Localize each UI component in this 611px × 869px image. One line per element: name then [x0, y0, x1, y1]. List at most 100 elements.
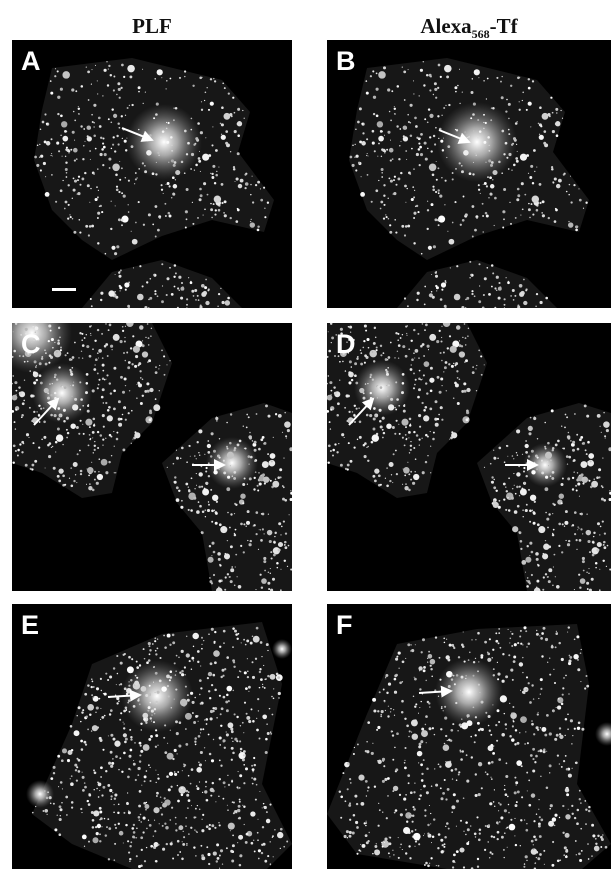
vesicle-dot — [389, 479, 392, 483]
vesicle-dot — [227, 783, 231, 787]
vesicle-dot — [520, 765, 523, 768]
vesicle-dot — [117, 400, 121, 404]
vesicle-dot — [602, 543, 605, 546]
vesicle-dot — [541, 112, 549, 120]
vesicle-dot — [401, 382, 405, 385]
vesicle-dot — [369, 376, 372, 379]
vesicle-dot — [74, 341, 76, 344]
vesicle-dot — [119, 290, 121, 292]
vesicle-dot — [87, 234, 90, 237]
vesicle-dot — [94, 64, 97, 66]
vesicle-dot — [387, 705, 389, 707]
vesicle-dot — [455, 129, 459, 132]
vesicle-dot — [487, 136, 490, 139]
vesicle-dot — [244, 643, 247, 646]
vesicle-dot — [269, 479, 272, 482]
vesicle-dot — [142, 744, 150, 751]
vesicle-dot — [205, 137, 207, 139]
vesicle-dot — [176, 456, 179, 460]
vesicle-dot — [223, 112, 231, 120]
vesicle-dot — [564, 847, 567, 850]
vesicle-dot — [374, 479, 377, 483]
vesicle-dot — [446, 156, 448, 159]
vesicle-dot — [121, 137, 123, 139]
vesicle-dot — [134, 742, 136, 744]
vesicle-dot — [519, 539, 523, 543]
vesicle-dot — [398, 432, 401, 435]
vesicle-dot — [146, 150, 152, 156]
vesicle-dot — [559, 734, 564, 740]
vesicle-dot — [50, 413, 53, 417]
vesicle-dot — [214, 213, 217, 216]
vesicle-dot — [407, 643, 411, 647]
vesicle-dot — [482, 183, 484, 186]
vesicle-dot — [409, 448, 412, 451]
vesicle-dot — [554, 737, 558, 741]
vesicle-dot — [373, 785, 377, 788]
vesicle-dot — [222, 459, 225, 462]
vesicle-dot — [531, 684, 534, 687]
vesicle-dot — [453, 853, 456, 857]
vesicle-dot — [502, 210, 506, 214]
vesicle-dot — [365, 400, 368, 402]
cell-body — [327, 624, 611, 869]
vesicle-dot — [208, 154, 212, 157]
vesicle-dot — [243, 117, 245, 119]
vesicle-dot — [407, 774, 411, 777]
vesicle-dot — [55, 200, 58, 203]
vesicle-dot — [418, 742, 422, 746]
vesicle-dot — [474, 151, 477, 154]
vesicle-dot — [67, 750, 73, 755]
vesicle-dot — [160, 813, 164, 816]
vesicle-dot — [414, 782, 416, 784]
vesicle-dot — [403, 297, 407, 300]
vesicle-dot — [169, 643, 172, 646]
vesicle-dot — [542, 626, 546, 630]
vesicle-dot — [509, 642, 511, 644]
vesicle-dot — [261, 655, 263, 658]
panel-label-a: A — [21, 46, 41, 76]
vesicle-dot — [411, 731, 413, 733]
vesicle-dot — [526, 859, 528, 862]
vesicle-dot — [447, 685, 451, 688]
vesicle-dot — [36, 338, 40, 342]
vesicle-dot — [475, 215, 479, 219]
vesicle-dot — [164, 646, 167, 649]
vesicle-dot — [531, 181, 535, 185]
vesicle-dot — [353, 414, 356, 417]
vesicle-dot — [91, 69, 93, 71]
vesicle-dot — [580, 802, 582, 804]
vesicle-dot — [114, 150, 117, 153]
vesicle-dot — [227, 822, 235, 830]
vesicle-dot — [111, 108, 114, 111]
vesicle-dot — [199, 504, 202, 508]
vesicle-dot — [451, 643, 455, 647]
vesicle-dot — [522, 470, 526, 473]
vesicle-dot — [414, 116, 417, 120]
vesicle-dot — [66, 814, 68, 816]
vesicle-dot — [199, 187, 202, 191]
vesicle-dot — [100, 689, 103, 692]
vesicle-dot — [99, 204, 102, 208]
vesicle-dot — [180, 296, 184, 300]
vesicle-dot — [477, 118, 480, 122]
vesicle-dot — [493, 805, 496, 808]
vesicle-dot — [609, 490, 611, 492]
vesicle-dot — [211, 172, 214, 176]
vesicle-dot — [45, 176, 47, 178]
vesicle-dot — [385, 370, 389, 374]
vesicle-dot — [34, 459, 38, 463]
vesicle-dot — [264, 207, 266, 209]
vesicle-dot — [64, 130, 67, 133]
vesicle-dot — [108, 290, 115, 297]
vesicle-dot — [59, 781, 63, 784]
vesicle-dot — [375, 843, 377, 845]
vesicle-dot — [52, 802, 55, 805]
vesicle-dot — [573, 654, 579, 660]
vesicle-dot — [219, 849, 224, 853]
vesicle-dot — [532, 521, 536, 525]
vesicle-dot — [225, 141, 229, 145]
vesicle-dot — [59, 815, 61, 817]
vesicle-dot — [457, 730, 459, 732]
vesicle-dot — [84, 692, 88, 696]
